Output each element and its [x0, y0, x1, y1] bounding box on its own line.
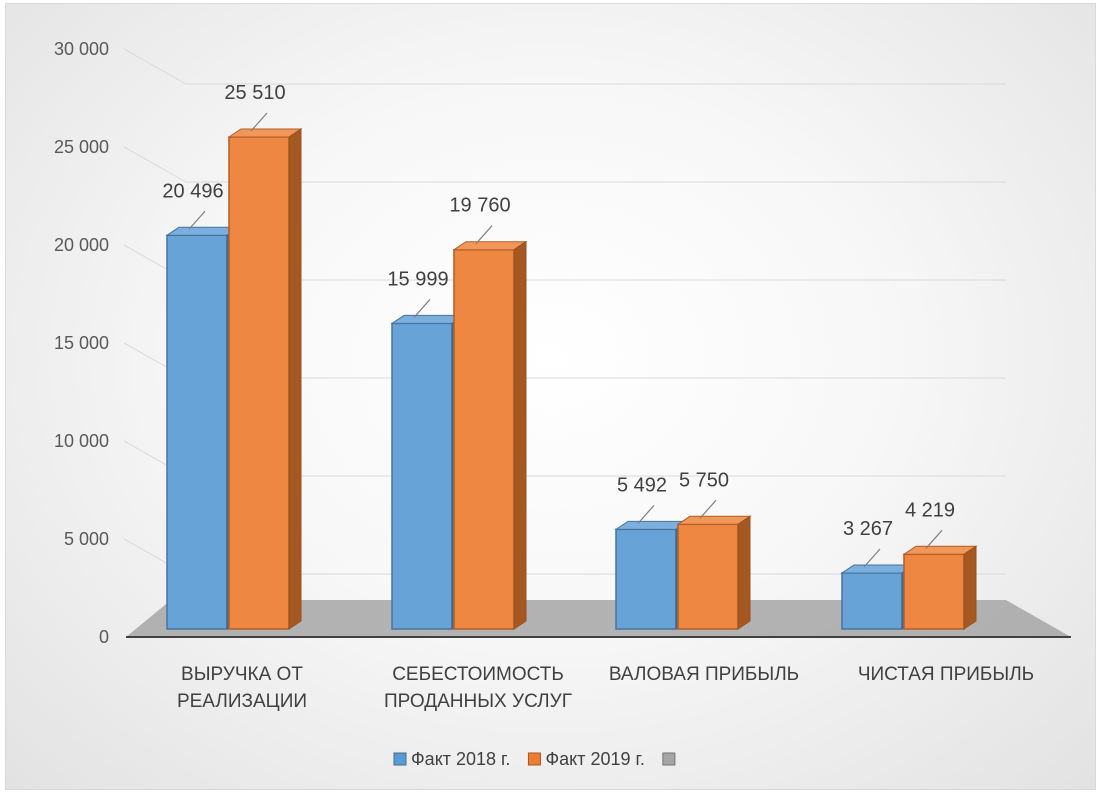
category-label: ВЫРУЧКА ОТ: [181, 664, 303, 685]
y-axis: 0 5 000 10 000 15 000 20 000 25 000 30 000: [54, 39, 109, 647]
data-label: 3 267: [843, 518, 893, 540]
bar: [391, 322, 453, 630]
y-tick-label: 10 000: [54, 431, 109, 451]
bar-side: [513, 240, 527, 630]
label-leader: [413, 299, 431, 318]
gridline: [123, 48, 1006, 85]
y-tick-label: 25 000: [54, 137, 109, 157]
y-tick-label: 20 000: [54, 235, 109, 255]
data-label: 20 496: [162, 180, 223, 202]
y-tick-label: 30 000: [54, 39, 109, 59]
bar: [677, 523, 739, 630]
data-label: 5 750: [679, 469, 729, 491]
bar: [841, 572, 903, 630]
data-label: 15 999: [387, 268, 448, 290]
y-tick-label: 5 000: [64, 529, 109, 549]
bar: [903, 553, 965, 630]
floor-plane: [126, 600, 1071, 637]
legend-label: Факт 2018 г.: [411, 749, 510, 769]
y-tick-label: 15 000: [54, 333, 109, 353]
category-label: РЕАЛИЗАЦИИ: [177, 691, 307, 712]
data-label: 5 492: [617, 474, 667, 496]
data-label: 4 219: [905, 499, 955, 521]
legend-swatch: [393, 752, 407, 766]
bar-side: [963, 545, 977, 630]
label-leader: [699, 499, 717, 519]
gridline: [123, 146, 1006, 183]
bar: [166, 234, 228, 630]
category-label: ЧИСТАЯ ПРИБЫЛЬ: [858, 664, 1034, 685]
chart-floor: [126, 600, 1071, 637]
legend-label: Факт 2019 г.: [545, 749, 644, 769]
data-label: 19 760: [449, 195, 510, 217]
x-axis: ВЫРУЧКА ОТ РЕАЛИЗАЦИИ СЕБЕСТОИМОСТЬ ПРОДАНН…: [126, 636, 1071, 712]
y-tick-label: 0: [99, 627, 109, 647]
data-labels: 20 496 15 999 5 492 3 267 25 510 19 760 5 750 4…: [162, 82, 955, 568]
legend-swatch: [662, 752, 676, 766]
label-leader: [925, 529, 943, 549]
bar: [615, 528, 677, 630]
chart-area: 0 5 000 10 000 15 000 20 000 25 000 30 000 20 …: [5, 3, 1096, 790]
bar-side: [288, 128, 302, 630]
category-label: СЕБЕСТОИМОСТЬ: [392, 664, 564, 685]
label-leader: [637, 504, 655, 524]
label-leader: [475, 225, 493, 245]
category-label: ПРОДАННЫХ УСЛУГ: [384, 691, 572, 712]
label-leader: [188, 210, 206, 230]
label-leader: [250, 112, 268, 132]
bar-side: [737, 515, 751, 630]
category-label: ВАЛОВАЯ ПРИБЫЛЬ: [609, 664, 799, 685]
bar: [228, 136, 290, 630]
legend-swatch: [527, 752, 541, 766]
label-leader: [863, 548, 881, 568]
bars: [165, 128, 978, 630]
bar: [453, 248, 515, 630]
data-label: 25 510: [224, 82, 285, 104]
legend: Факт 2018 г. Факт 2019 г.: [393, 749, 676, 769]
bar-chart: 0 5 000 10 000 15 000 20 000 25 000 30 000 20 …: [54, 39, 1071, 769]
